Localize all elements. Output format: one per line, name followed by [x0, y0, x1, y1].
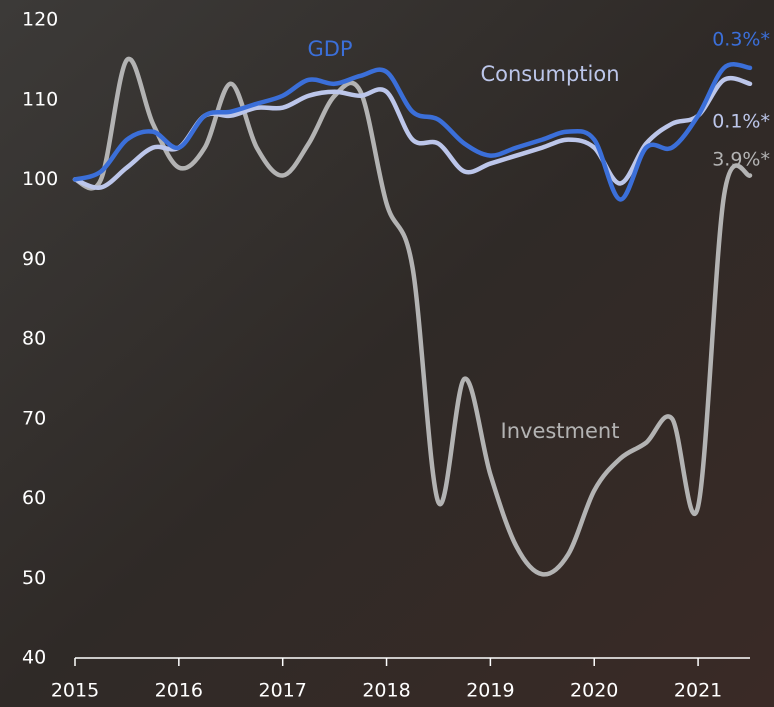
y-tick-label: 70: [22, 407, 46, 429]
x-tick-label: 2015: [51, 680, 99, 702]
x-tick-label: 2018: [362, 680, 410, 702]
series-label: Consumption: [480, 62, 619, 86]
end-label: 3.9%*: [712, 149, 770, 171]
y-tick-label: 50: [22, 567, 46, 589]
y-tick-label: 40: [22, 647, 46, 669]
y-tick-label: 90: [22, 248, 46, 270]
y-tick-label: 110: [22, 88, 58, 110]
y-tick-label: 80: [22, 328, 46, 350]
series-label: GDP: [307, 37, 352, 61]
x-tick-label: 2019: [466, 680, 514, 702]
y-tick-label: 60: [22, 487, 46, 509]
series-label: Investment: [501, 419, 620, 443]
end-label: 0.1%*: [712, 111, 770, 133]
page: 40 50 60 70 80 90 100 110 120 2015 2016 2017 2018 201…: [0, 0, 774, 707]
x-tick-label: 2017: [259, 680, 307, 702]
y-tick-label: 100: [22, 168, 58, 190]
y-tick-label: 120: [22, 9, 58, 31]
end-label: 0.3%*: [712, 29, 770, 51]
x-tick-label: 2016: [155, 680, 203, 702]
x-tick-label: 2021: [674, 680, 722, 702]
x-tick-label: 2020: [570, 680, 618, 702]
chart: 40 50 60 70 80 90 100 110 120 2015 2016 2017 2018 201…: [0, 0, 774, 707]
